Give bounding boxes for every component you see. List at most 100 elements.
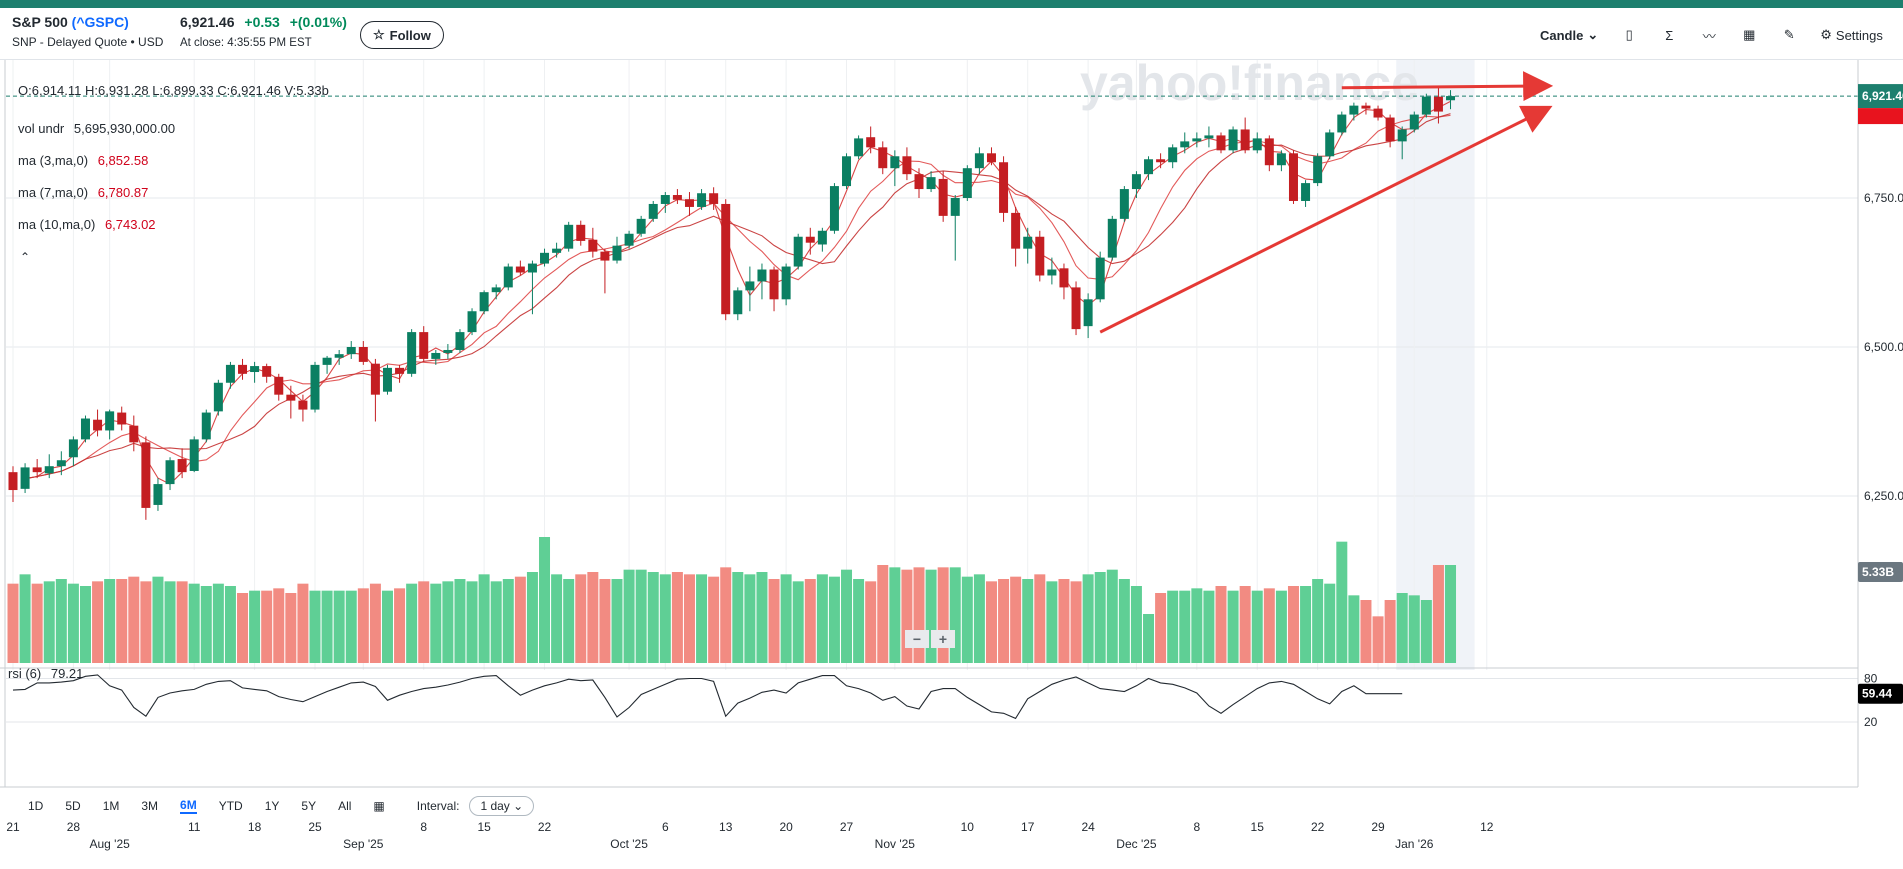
chart-type-dropdown[interactable]: Candle ⌄ [1540,27,1598,43]
candle-body [552,248,562,253]
volume-bar [140,581,152,663]
candle-body [8,472,18,491]
candle-body [455,332,465,350]
candle-body [141,442,151,508]
chart-area[interactable]: yahoo!finance 80 20 21 28 Aug '25 11 18 25 Sep '2… [0,60,1903,869]
candle-body [177,459,187,473]
volume-bar [237,593,249,663]
price-chart[interactable]: yahoo!finance 80 20 21 28 Aug '25 11 18 25 Sep '2… [0,60,1903,869]
range-ytd[interactable]: YTD [218,799,243,813]
volume-bar [43,581,55,663]
volume-bar [1251,590,1263,663]
settings-button[interactable]: ⚙ Settings [1820,27,1883,43]
volume-bar [853,579,865,663]
volume-bar [575,574,587,663]
volume-bar [224,586,236,663]
candle-body [1192,138,1202,142]
candle-body [1216,135,1226,151]
compare-icon[interactable]: ▯ [1625,27,1633,42]
range-1y[interactable]: 1Y [264,799,280,813]
x-tick-label: 22 [1311,820,1325,834]
volume-bar [539,537,551,663]
candle-body [1385,117,1395,142]
volume-bar [526,572,538,663]
volume-bar [865,581,877,663]
volume-bar [780,574,792,663]
candle-body [407,332,417,374]
ticker-symbol[interactable]: (^GSPC) [71,14,129,30]
zoom-in-button[interactable]: + [931,630,955,648]
draw-pencil-icon[interactable]: ✎ [1783,27,1795,42]
volume-bar [828,576,840,663]
collapse-legend-icon[interactable]: ⌃ [20,250,31,264]
quote-header: S&P 500 (^GSPC) SNP - Delayed Quote • US… [0,8,1903,60]
volume-bar [430,583,442,663]
close-time: At close: 4:35:55 PM EST [180,37,312,49]
candle-body [974,153,984,169]
volume-bar [369,583,381,663]
range-5y[interactable]: 5Y [301,799,317,813]
volume-bar [708,576,720,663]
volume-bar [31,583,43,663]
follow-button[interactable]: ☆ Follow [360,21,444,49]
x-tick-label: 8 [420,820,427,834]
ma10-legend: ma (10,ma,0) 6,743.02 [18,217,156,232]
zoom-out-button[interactable]: − [905,630,929,648]
ma7-value: 6,780.87 [97,185,149,200]
candle-body [938,178,948,216]
candle-body [926,177,936,190]
line-chart-icon[interactable]: 〰 [1702,28,1716,44]
vol-value: 5,695,930,000.00 [73,121,176,136]
volume-bar [1191,588,1203,663]
x-tick-label: 6 [662,820,669,834]
calendar-icon[interactable]: ▦ [1743,27,1756,42]
volume-bar [1215,586,1227,663]
candle-body [68,439,78,458]
candle-body [733,290,743,315]
candle-body [80,418,90,440]
interval-dropdown[interactable]: 1 day ⌄ [469,796,535,816]
candle-body [588,239,598,252]
candle-body [20,467,30,489]
zoom-controls: − + [905,630,955,648]
candle-body [225,364,235,383]
settings-label: Settings [1835,27,1883,43]
range-3m[interactable]: 3M [141,799,159,813]
volume-bar [696,574,708,663]
volume-bar [1432,565,1444,663]
candle-body [32,467,42,473]
candle-body [467,311,477,333]
range-all[interactable]: All [338,799,352,813]
range-1d[interactable]: 1D [28,799,44,813]
candle-body [1071,287,1081,330]
volume-bar [1143,614,1155,663]
candle-body [1180,141,1190,148]
price-change-percent: +(0.01%) [289,14,347,30]
volume-bar [1263,588,1275,663]
volume-bar [1106,569,1118,663]
volume-bar [79,586,91,663]
indicators-icon[interactable]: Σ [1665,27,1674,43]
date-range-icon[interactable]: ▦ [373,799,385,813]
range-5d[interactable]: 5D [65,799,81,813]
y-tick-label: 6,750.00 [1864,191,1903,205]
last-price-tag [1858,84,1903,109]
volume-bar [1408,595,1420,663]
x-tick-label: Dec '25 [1116,837,1157,851]
candle-body [382,367,392,392]
volume-bar [804,579,816,663]
range-6m[interactable]: 6M [180,798,197,814]
ma3-label: ma (3,ma,0) [18,153,89,168]
candle-body [1313,156,1323,184]
rsi-value: 79.21 [50,666,84,681]
volume-bar [490,581,502,663]
candle-body [1047,269,1057,276]
x-tick-label: 29 [1371,820,1385,834]
candle-body [310,364,320,410]
candle-body [93,419,103,431]
candle-body [346,347,356,355]
range-1m[interactable]: 1M [102,799,120,813]
candle-body [1204,135,1214,139]
candle-body [370,363,380,395]
volume-bar [285,593,297,663]
